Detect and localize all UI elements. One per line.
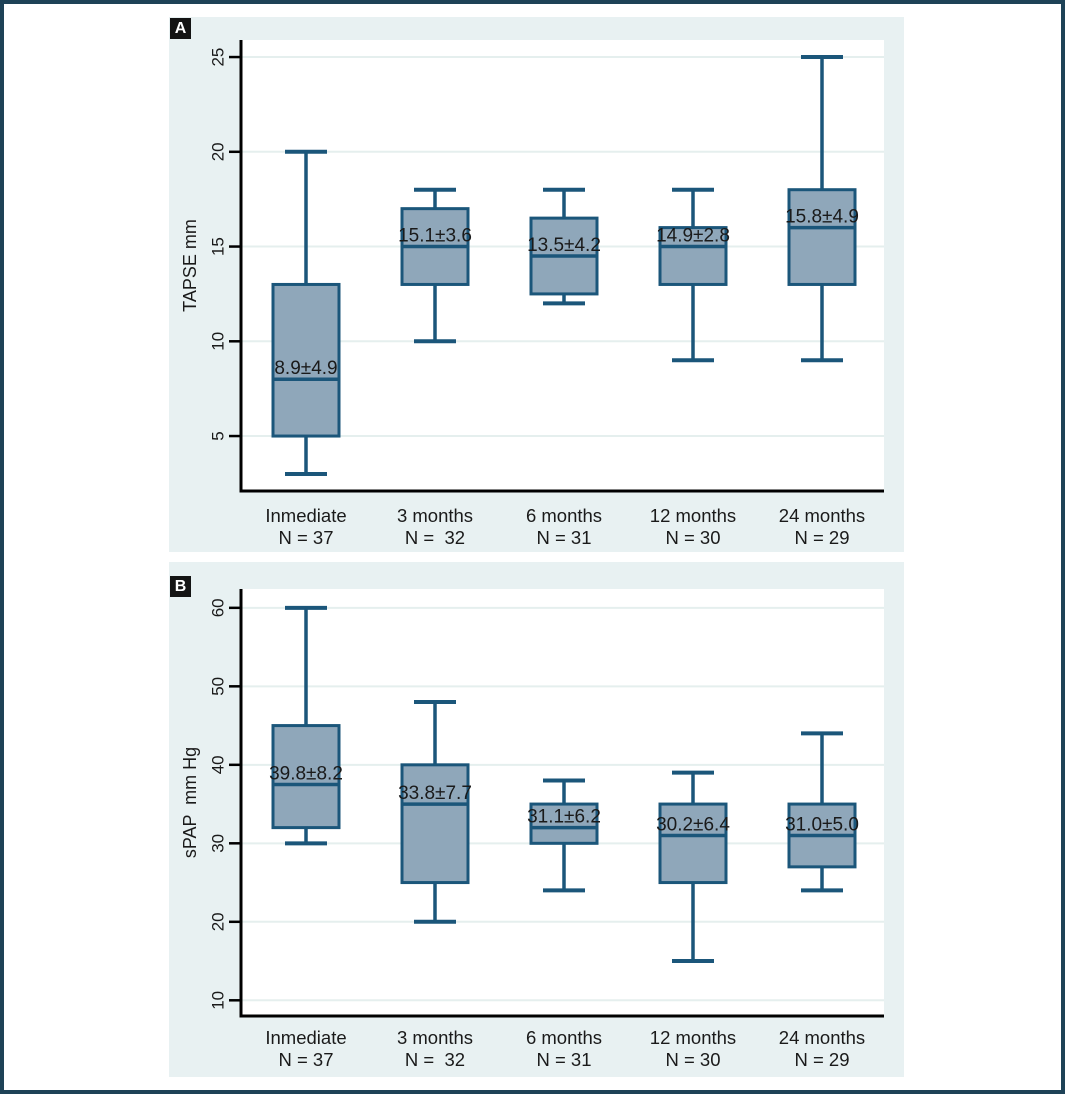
mean-sd-label: 31.0±5.0	[785, 814, 859, 835]
box-B-4: 31.0±5.0	[785, 731, 859, 893]
x-category-n-label: N = 29	[794, 527, 849, 548]
mean-sd-label: 39.8±8.2	[269, 763, 343, 784]
box-A-2: 13.5±4.2	[527, 187, 601, 306]
mean-sd-label: 31.1±6.2	[527, 807, 601, 828]
y-tick-label: 20	[208, 912, 227, 931]
box-A-4: 15.8±4.9	[785, 55, 859, 363]
x-category-label: 6 months	[526, 1027, 602, 1048]
x-category-label: 3 months	[397, 1027, 473, 1048]
mean-sd-label: 13.5±4.2	[527, 235, 601, 256]
y-tick-label: 25	[208, 48, 227, 67]
x-category-label: 3 months	[397, 505, 473, 526]
panel-b: B 10 20 30 40 50 60 sPAP mm Hg 39.8±8.2 33.8±7.7…	[169, 562, 904, 1077]
y-tick-label: 20	[208, 142, 227, 161]
mean-sd-label: 33.8±7.7	[398, 783, 472, 804]
iqr-box	[658, 802, 728, 885]
boxplot-tapse: 5 10 15 20 25 TAPSE mm 8.9±4.9 15.1±3.6 13.5±4.2…	[180, 40, 884, 548]
box-A-1: 15.1±3.6	[398, 187, 472, 344]
mean-sd-label: 8.9±4.9	[274, 358, 337, 379]
x-category-label: Inmediate	[265, 1027, 346, 1048]
box-B-3: 30.2±6.4	[656, 770, 730, 964]
x-category-n-label: N = 30	[665, 527, 720, 548]
x-category-n-label: N = 37	[278, 527, 333, 548]
y-tick-label: 10	[208, 991, 227, 1010]
y-tick-label: 40	[208, 755, 227, 774]
iqr-box	[658, 226, 728, 286]
x-category-n-label: N = 32	[405, 527, 465, 548]
mean-sd-label: 15.1±3.6	[398, 226, 472, 247]
x-category-label: 12 months	[650, 505, 736, 526]
y-tick-label: 30	[208, 834, 227, 853]
panel-b-letter: B	[170, 576, 191, 597]
y-axis-title: TAPSE mm	[180, 219, 200, 312]
y-tick-label: 10	[208, 332, 227, 351]
mean-sd-label: 14.9±2.8	[656, 226, 730, 247]
x-category-n-label: N = 37	[278, 1049, 333, 1070]
iqr-box	[787, 188, 857, 286]
x-category-n-label: N = 31	[536, 1049, 591, 1070]
box-B-1: 33.8±7.7	[398, 700, 472, 924]
x-category-label: 12 months	[650, 1027, 736, 1048]
x-category-label: Inmediate	[265, 505, 346, 526]
y-tick-label: 50	[208, 677, 227, 696]
iqr-box	[271, 282, 341, 438]
x-category-n-label: N = 31	[536, 527, 591, 548]
y-tick-label: 60	[208, 598, 227, 617]
y-axis-title: sPAP mm Hg	[180, 747, 200, 858]
iqr-box	[400, 763, 470, 885]
panel-a: A 5 10 15 20 25 TAPSE mm 8.9±4.9 15.1±3.6 13.5±4…	[169, 17, 904, 552]
x-category-n-label: N = 32	[405, 1049, 465, 1070]
boxplot-spap: 10 20 30 40 50 60 sPAP mm Hg 39.8±8.2 33.8±7.7 31…	[180, 589, 884, 1070]
iqr-box	[271, 724, 341, 830]
box-B-2: 31.1±6.2	[527, 778, 601, 893]
box-B-0: 39.8±8.2	[269, 605, 343, 846]
x-category-label: 24 months	[779, 1027, 865, 1048]
iqr-box	[529, 802, 599, 845]
mean-sd-label: 15.8±4.9	[785, 207, 859, 228]
y-tick-label: 5	[208, 431, 227, 440]
x-category-label: 24 months	[779, 505, 865, 526]
box-A-3: 14.9±2.8	[656, 187, 730, 363]
mean-sd-label: 30.2±6.4	[656, 814, 730, 835]
panel-a-letter: A	[170, 18, 191, 39]
x-category-label: 6 months	[526, 505, 602, 526]
x-category-n-label: N = 30	[665, 1049, 720, 1070]
x-category-n-label: N = 29	[794, 1049, 849, 1070]
y-tick-label: 15	[208, 237, 227, 256]
box-A-0: 8.9±4.9	[271, 149, 341, 476]
